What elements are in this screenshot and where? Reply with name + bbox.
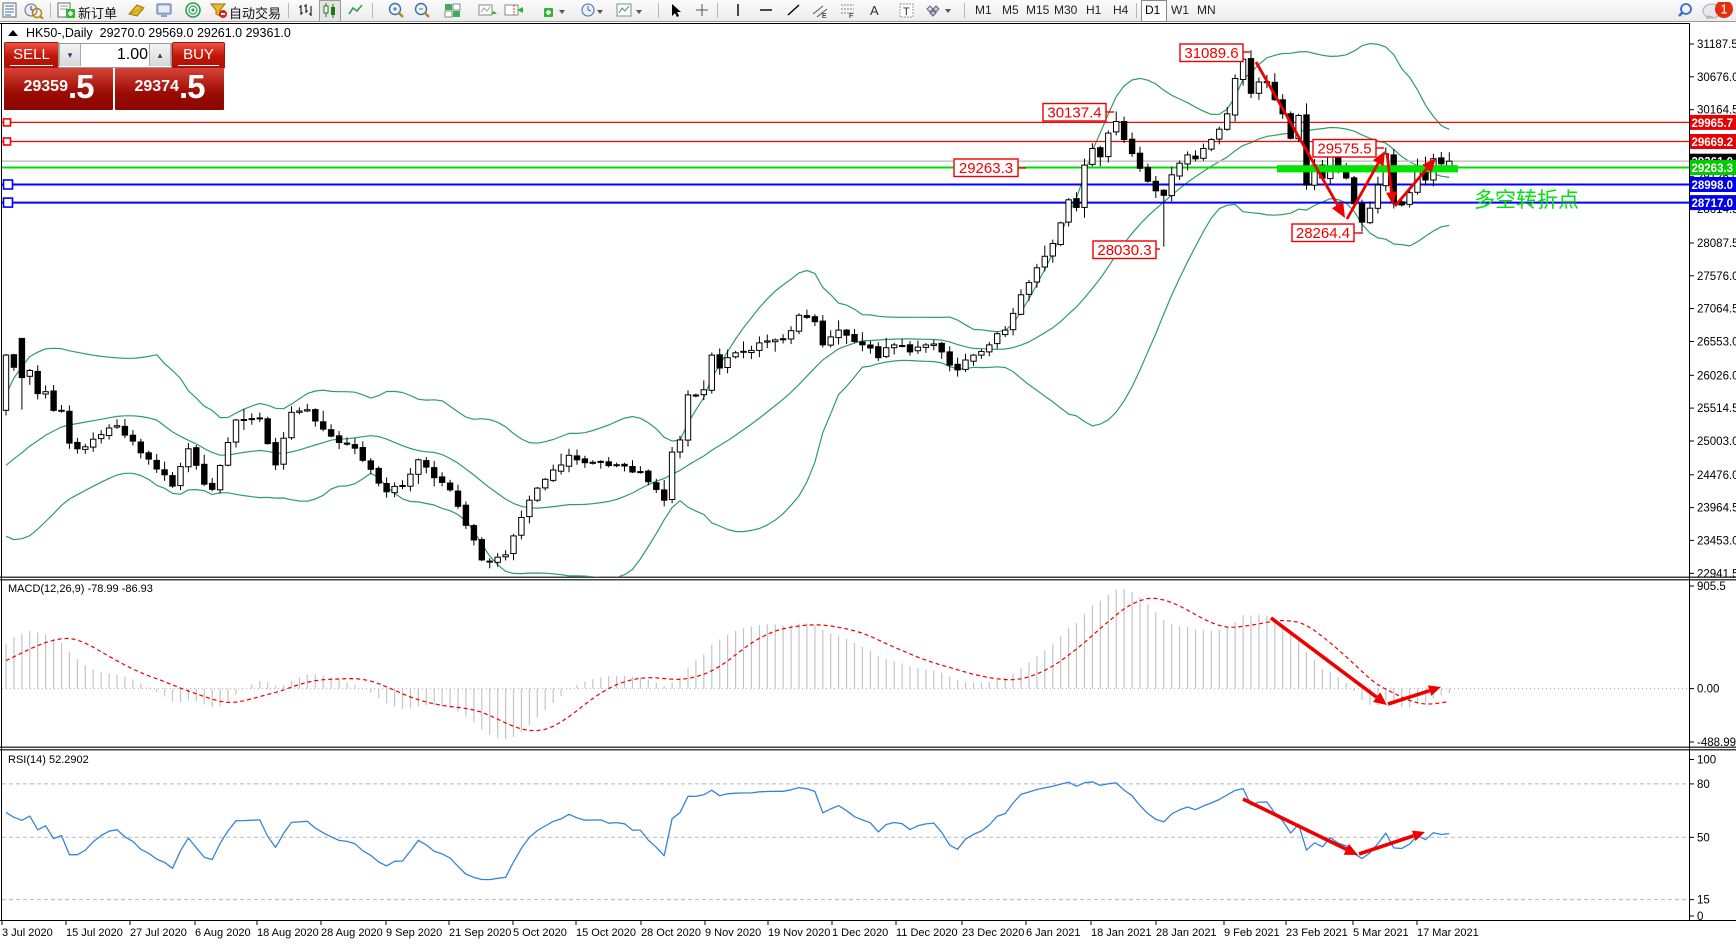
svg-text:0.00: 0.00 xyxy=(1697,684,1719,696)
svg-text:22941.5: 22941.5 xyxy=(1697,568,1736,580)
svg-text:17 Mar 2021: 17 Mar 2021 xyxy=(1417,927,1479,939)
svg-text:50: 50 xyxy=(1697,832,1710,844)
svg-text:30164.5: 30164.5 xyxy=(1697,105,1736,117)
svg-text:25514.5: 25514.5 xyxy=(1697,403,1736,415)
svg-text:29263.3: 29263.3 xyxy=(1692,163,1734,175)
svg-text:28717.0: 28717.0 xyxy=(1692,198,1734,210)
svg-text:80: 80 xyxy=(1697,779,1710,791)
svg-text:RSI(14) 52.2902: RSI(14) 52.2902 xyxy=(8,754,89,766)
svg-text:18 Aug 2020: 18 Aug 2020 xyxy=(257,927,319,939)
svg-text:25003.0: 25003.0 xyxy=(1697,436,1736,448)
svg-text:5 Oct 2020: 5 Oct 2020 xyxy=(513,927,567,939)
svg-text:31089.6: 31089.6 xyxy=(1184,45,1238,62)
svg-text:1: 1 xyxy=(1720,2,1727,17)
svg-text:9 Feb 2021: 9 Feb 2021 xyxy=(1224,927,1280,939)
svg-text:23453.0: 23453.0 xyxy=(1697,535,1736,547)
svg-text:0: 0 xyxy=(1697,911,1703,923)
svg-text:MACD(12,26,9) -78.99 -86.93: MACD(12,26,9) -78.99 -86.93 xyxy=(8,583,153,595)
svg-text:19 Nov 2020: 19 Nov 2020 xyxy=(768,927,830,939)
svg-text:28030.3: 28030.3 xyxy=(1097,242,1151,259)
svg-text:6 Aug 2020: 6 Aug 2020 xyxy=(195,927,251,939)
svg-text:23964.5: 23964.5 xyxy=(1697,503,1736,515)
svg-text:9 Nov 2020: 9 Nov 2020 xyxy=(705,927,761,939)
svg-text:6 Jan 2021: 6 Jan 2021 xyxy=(1026,927,1080,939)
svg-text:21 Sep 2020: 21 Sep 2020 xyxy=(449,927,511,939)
svg-text:F: F xyxy=(849,13,853,19)
svg-text:24476.0: 24476.0 xyxy=(1697,470,1736,482)
svg-text:28998.0: 28998.0 xyxy=(1692,180,1734,192)
svg-text:3 Jul 2020: 3 Jul 2020 xyxy=(2,927,53,939)
svg-text:28264.4: 28264.4 xyxy=(1296,225,1350,242)
svg-text:-488.99: -488.99 xyxy=(1697,737,1736,749)
svg-text:905.5: 905.5 xyxy=(1697,581,1726,593)
svg-text:26026.0: 26026.0 xyxy=(1697,370,1736,382)
svg-text:27 Jul 2020: 27 Jul 2020 xyxy=(130,927,187,939)
svg-text:28 Jan 2021: 28 Jan 2021 xyxy=(1156,927,1217,939)
svg-text:5 Mar 2021: 5 Mar 2021 xyxy=(1353,927,1409,939)
svg-text:11 Dec 2020: 11 Dec 2020 xyxy=(896,927,958,939)
svg-text:31187.5: 31187.5 xyxy=(1697,39,1736,51)
svg-text:15: 15 xyxy=(1697,895,1710,907)
svg-text:T: T xyxy=(903,6,910,18)
svg-text:30676.0: 30676.0 xyxy=(1697,72,1736,84)
svg-text:27576.0: 27576.0 xyxy=(1697,271,1736,283)
svg-text:15 Jul 2020: 15 Jul 2020 xyxy=(66,927,123,939)
svg-text:28087.5: 28087.5 xyxy=(1697,238,1736,250)
svg-text:29965.7: 29965.7 xyxy=(1692,118,1734,130)
svg-text:15 Oct 2020: 15 Oct 2020 xyxy=(576,927,636,939)
svg-text:HK50-,Daily 29270.0 29569.0 2: HK50-,Daily 29270.0 29569.0 29261.0 2936… xyxy=(26,26,291,40)
svg-text:29575.5: 29575.5 xyxy=(1317,141,1371,158)
svg-text:1 Dec 2020: 1 Dec 2020 xyxy=(832,927,888,939)
svg-text:E: E xyxy=(822,13,827,19)
svg-text:100: 100 xyxy=(1697,755,1716,767)
svg-text:9 Sep 2020: 9 Sep 2020 xyxy=(386,927,442,939)
svg-text:30137.4: 30137.4 xyxy=(1047,105,1101,122)
svg-text:23 Dec 2020: 23 Dec 2020 xyxy=(962,927,1024,939)
svg-text:29263.3: 29263.3 xyxy=(959,160,1013,177)
svg-text:28 Aug 2020: 28 Aug 2020 xyxy=(321,927,383,939)
svg-text:多空转折点: 多空转折点 xyxy=(1474,189,1579,212)
svg-text:18 Jan 2021: 18 Jan 2021 xyxy=(1091,927,1152,939)
svg-text:23 Feb 2021: 23 Feb 2021 xyxy=(1286,927,1348,939)
svg-text:27064.5: 27064.5 xyxy=(1697,304,1736,316)
svg-text:29669.2: 29669.2 xyxy=(1692,137,1734,149)
svg-text:28 Oct 2020: 28 Oct 2020 xyxy=(641,927,701,939)
svg-text:26553.0: 26553.0 xyxy=(1697,337,1736,349)
